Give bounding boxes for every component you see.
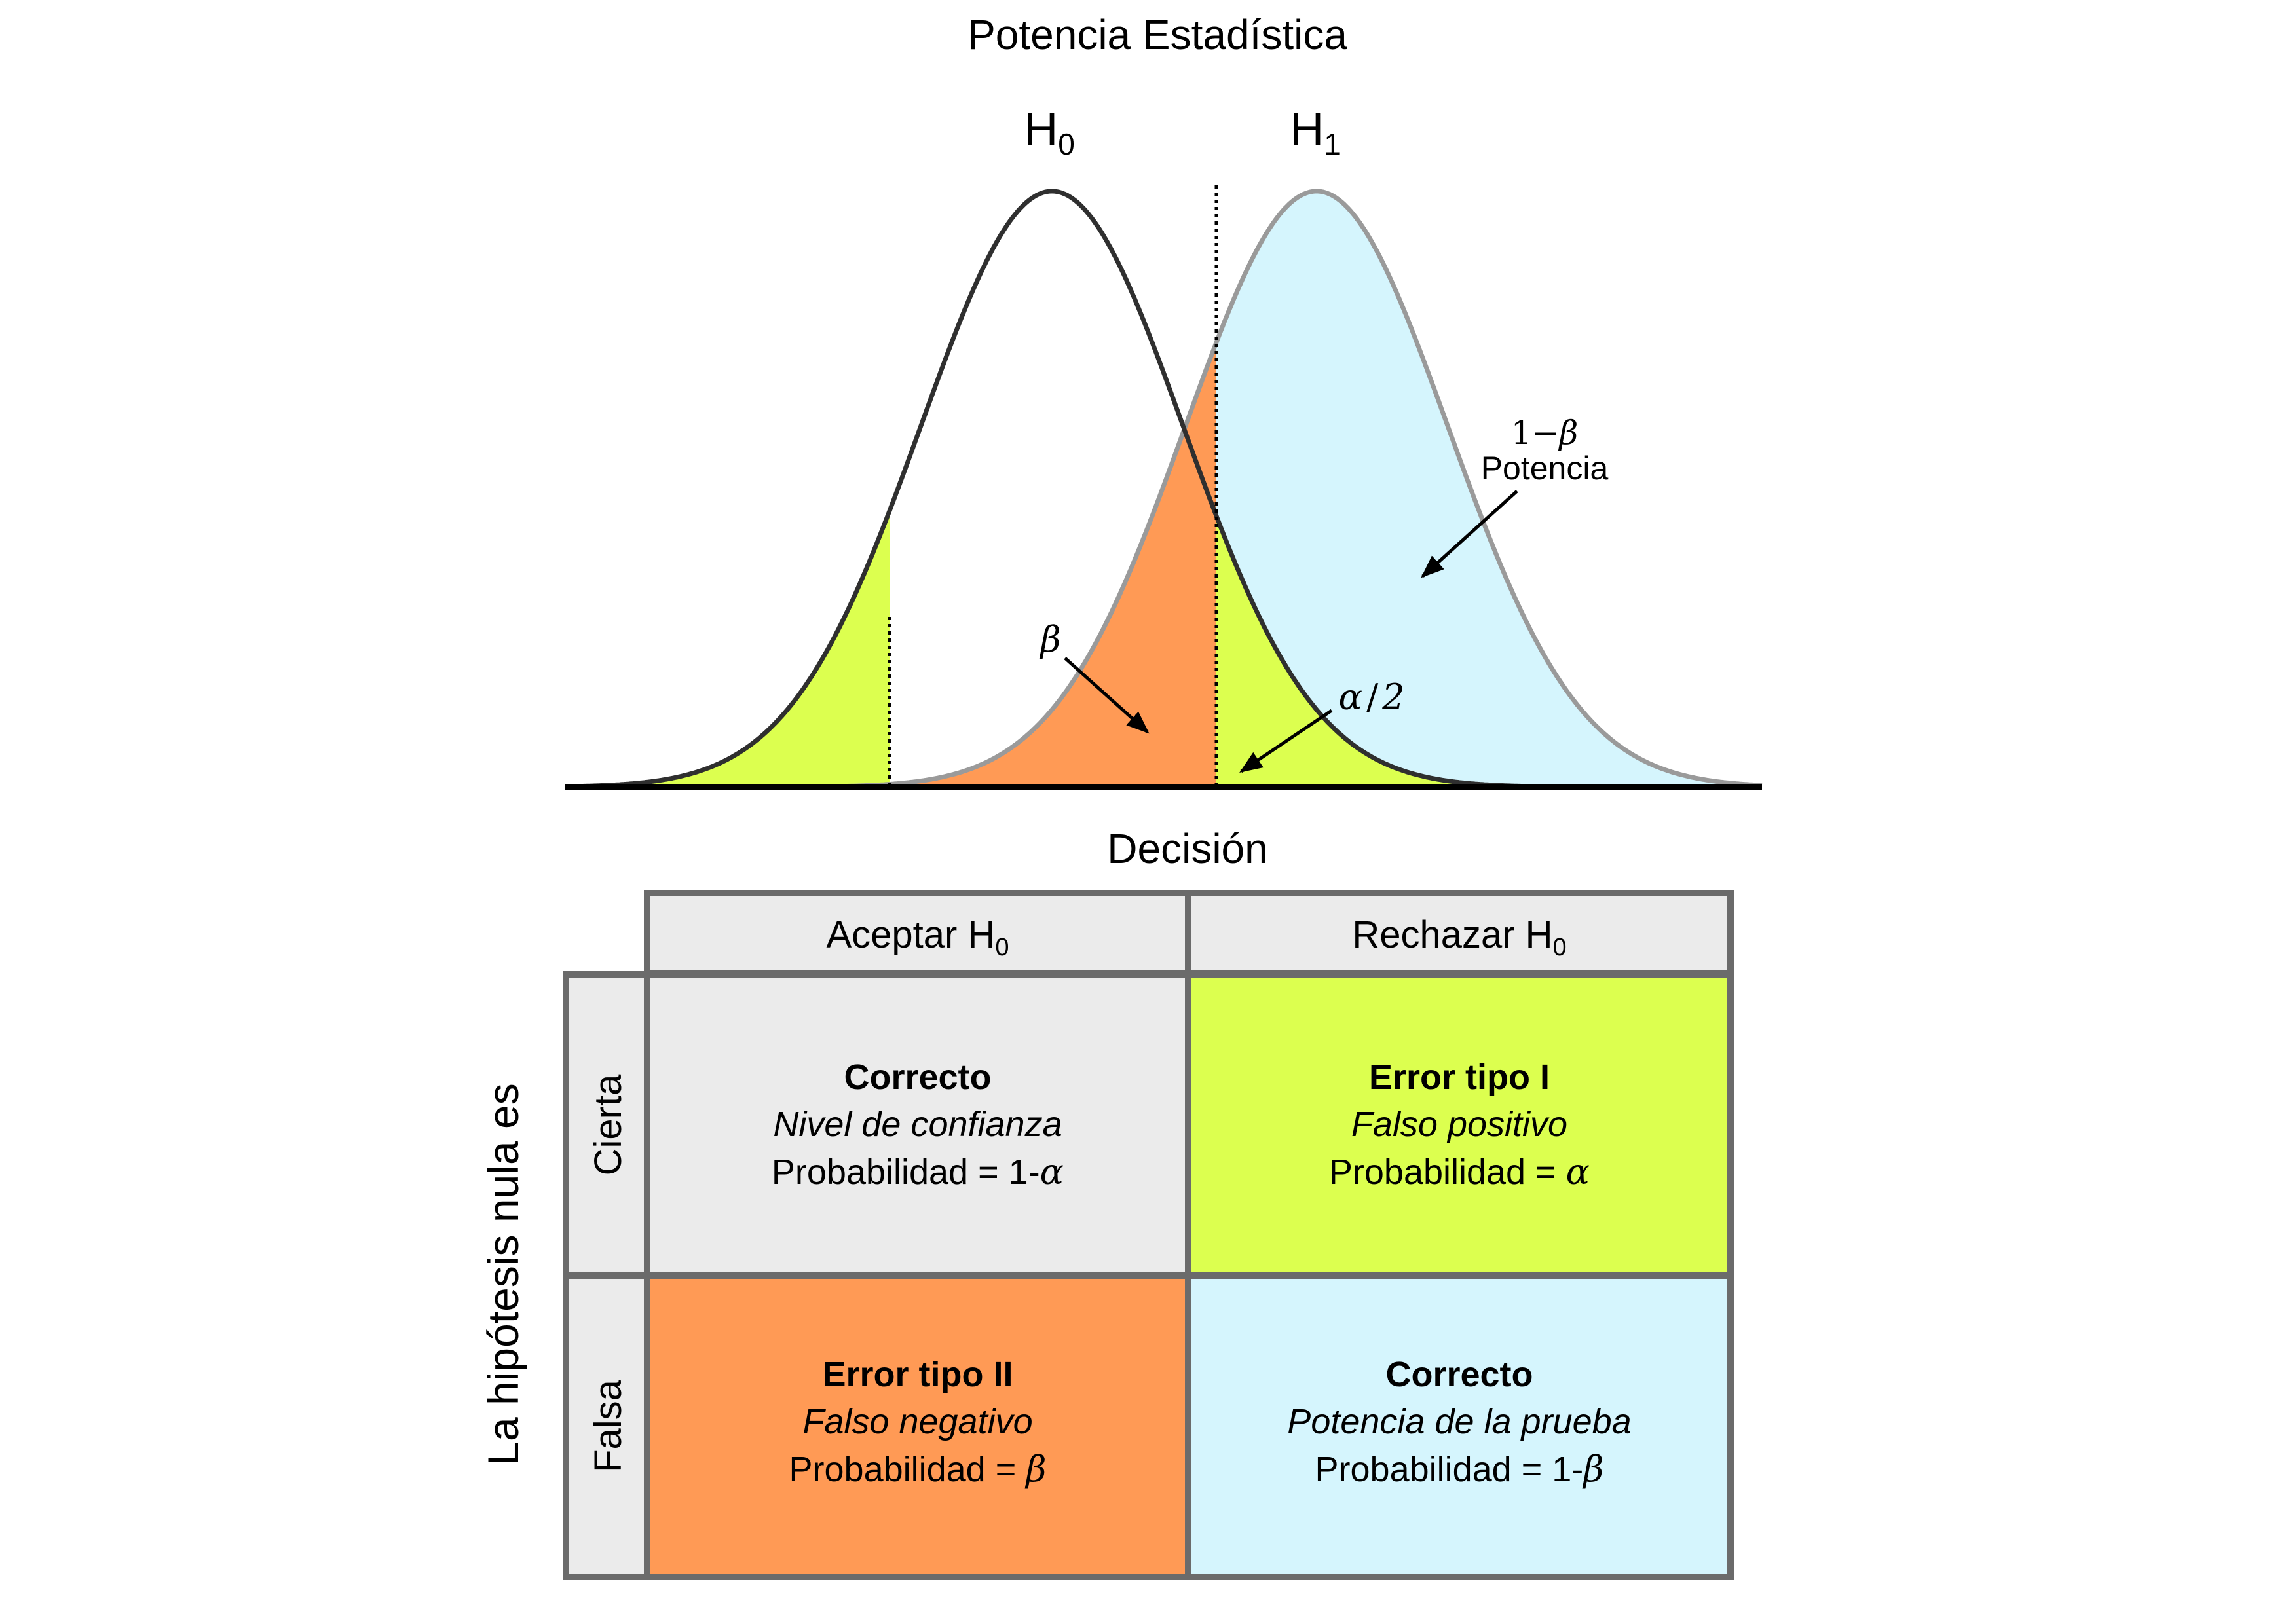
power-symbol: 1−β (1511, 414, 1579, 452)
cell-true-accept-subtitle: Nivel de confianza (773, 1105, 1062, 1144)
cell-false-reject-title: Correcto (1385, 1355, 1533, 1394)
beta-arrow (1064, 657, 1150, 734)
accept-subscript: 0 (995, 934, 1009, 961)
alpha-half-alpha: α (1338, 676, 1362, 718)
h0-subscript: 0 (1058, 127, 1075, 161)
false-accept-prob-symbol: β (1024, 1449, 1046, 1490)
row-header-true-label: Cierta (587, 1074, 629, 1175)
h0-letter: H (1024, 103, 1058, 156)
power-symbol-minus: − (1532, 414, 1560, 452)
shaded-regions (565, 191, 1762, 787)
h1-letter: H (1290, 103, 1324, 156)
alpha-left-tail-region (565, 511, 890, 787)
alpha-half-arrow (1239, 709, 1333, 773)
h0-label: H0 (1024, 103, 1075, 161)
reject-text: Rechazar H (1352, 913, 1552, 956)
false-reject-prob-text: Probabilidad = 1- (1315, 1450, 1584, 1489)
cell-false-accept-subtitle: Falso negativo (802, 1402, 1032, 1441)
alpha-right-tail-region (1216, 516, 1762, 787)
null-hypothesis-side-label: La hipótesis nula es (479, 1083, 527, 1465)
cell-false-accept-title: Error tipo II (822, 1355, 1013, 1394)
beta-symbol: β (1039, 619, 1060, 660)
beta-region (565, 342, 1216, 787)
alpha-half-slash: / (1366, 676, 1379, 718)
decision-header: Decisión (1107, 825, 1267, 872)
cell-false-reject-subtitle: Potencia de la prueba (1287, 1402, 1631, 1441)
true-reject-prob-symbol: α (1566, 1151, 1590, 1192)
power-symbol-one: 1 (1511, 414, 1532, 452)
h1-subscript: 1 (1324, 127, 1341, 161)
cell-false-accept-probability: Probabilidad = β (789, 1449, 1047, 1490)
reject-subscript: 0 (1553, 934, 1567, 961)
cell-false-reject (1185, 1272, 1734, 1580)
true-accept-prob-symbol: α (1040, 1151, 1064, 1192)
column-header-reject-label: Rechazar H0 (1352, 913, 1566, 961)
cell-true-accept-title: Correcto (844, 1058, 991, 1097)
alpha-half-symbol: α/2 (1338, 676, 1404, 718)
cell-true-accept (644, 971, 1191, 1279)
cell-false-accept (644, 1272, 1191, 1580)
column-header-accept-label: Aceptar H0 (826, 913, 1009, 961)
h1-label: H1 (1290, 103, 1341, 161)
cell-true-reject-title: Error tipo I (1369, 1058, 1550, 1097)
cell-true-reject-probability: Probabilidad = α (1329, 1151, 1590, 1192)
false-accept-prob-text: Probabilidad = (789, 1450, 1026, 1489)
power-region (1216, 191, 1762, 787)
cell-false-reject-probability: Probabilidad = 1-β (1315, 1449, 1604, 1490)
row-header-false-label: Falsa (587, 1379, 629, 1473)
cell-true-reject-subtitle: Falso positivo (1351, 1105, 1567, 1144)
figure-title: Potencia Estadística (967, 11, 1347, 58)
false-reject-prob-symbol: β (1582, 1449, 1603, 1490)
power-label: Potencia (1481, 450, 1609, 487)
power-arrow (1421, 490, 1518, 578)
alpha-half-two: 2 (1381, 676, 1404, 718)
true-reject-prob-text: Probabilidad = (1329, 1153, 1566, 1192)
column-header-reject (1185, 890, 1734, 976)
cell-true-accept-probability: Probabilidad = 1-α (772, 1151, 1064, 1192)
true-accept-prob-text: Probabilidad = 1- (772, 1153, 1040, 1192)
power-symbol-beta: β (1558, 414, 1578, 452)
accept-text: Aceptar H (826, 913, 995, 956)
row-header-true (563, 971, 650, 1279)
